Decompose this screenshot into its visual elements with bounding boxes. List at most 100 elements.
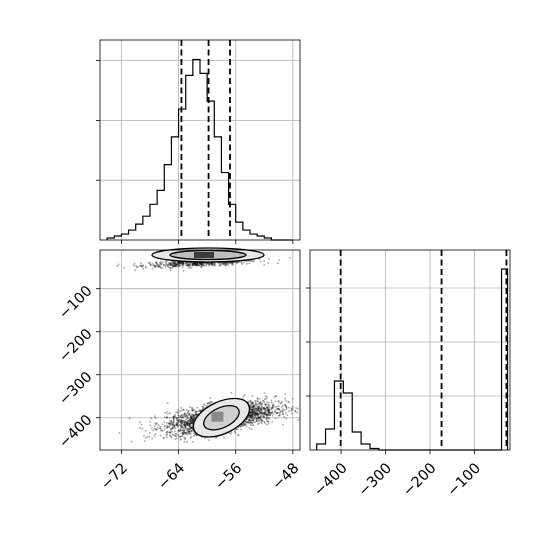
scatter-point (259, 407, 262, 410)
scatter-frame (99, 249, 301, 451)
scatter-point (176, 433, 178, 435)
scatter-point (250, 414, 253, 417)
scatter-point (190, 417, 193, 419)
scatter-point (253, 421, 255, 424)
scatter-point (250, 416, 252, 419)
scatter-point (260, 405, 263, 408)
scatter-point (155, 261, 158, 264)
scatter-point (285, 406, 287, 408)
scatter-point (271, 420, 274, 423)
scatter-point (172, 261, 174, 263)
scatter-point (195, 263, 197, 266)
scatter-point (187, 263, 189, 265)
scatter-point (176, 261, 179, 264)
scatter-point (179, 416, 182, 418)
scatter-point (259, 416, 261, 419)
scatter-point (180, 261, 183, 264)
scatter-point (156, 427, 159, 429)
scatter-point (251, 410, 253, 413)
scatter-point (279, 411, 282, 414)
scatter-point (178, 423, 181, 426)
scatter-point (149, 424, 152, 427)
scatter-point (180, 261, 183, 263)
scatter-point (169, 267, 172, 270)
scatter-point (173, 425, 176, 428)
scatter-point (196, 262, 198, 264)
scatter-point (180, 421, 182, 423)
scatter-point (191, 264, 193, 267)
scatter-point (270, 407, 273, 410)
scatter-point (194, 263, 196, 265)
scatter-point (172, 417, 175, 420)
scatter-point (169, 423, 172, 425)
scatter-point (190, 421, 193, 424)
scatter-point (255, 413, 257, 415)
scatter-point (196, 263, 198, 265)
scatter-point (262, 412, 265, 415)
scatter-point (256, 397, 259, 400)
scatter-point (263, 420, 266, 423)
scatter-point (251, 415, 253, 417)
scatter-point (280, 402, 283, 404)
scatter-point (185, 432, 188, 434)
scatter-point (203, 262, 206, 264)
scatter-point (175, 264, 178, 266)
scatter-point (255, 412, 258, 415)
scatter-point (248, 262, 251, 264)
scatter-point (177, 261, 179, 264)
scatter-point (249, 404, 252, 406)
scatter-point (251, 410, 254, 413)
scatter-point (271, 406, 274, 409)
scatter-point (247, 416, 250, 419)
scatter-point (196, 264, 198, 266)
scatter-point (228, 432, 231, 434)
scatter-point (253, 413, 256, 416)
scatter-point (254, 411, 257, 414)
scatter-point (275, 395, 278, 397)
scatter-point (263, 409, 265, 411)
scatter-point (247, 419, 250, 421)
scatter-point (285, 417, 288, 420)
scatter-point (252, 419, 254, 422)
scatter-point (179, 420, 182, 422)
scatter-point (173, 265, 176, 267)
y-tick-label: −300 (56, 369, 95, 408)
scatter-point (151, 267, 154, 270)
scatter-point (235, 261, 238, 263)
scatter-point (259, 410, 262, 412)
scatter-point (179, 438, 182, 441)
scatter-point (183, 430, 185, 432)
scatter-point (154, 265, 156, 268)
scatter-point (192, 263, 194, 265)
scatter-point (180, 261, 183, 264)
scatter-point (178, 430, 181, 433)
scatter-point (256, 414, 259, 416)
scatter-point (284, 404, 286, 406)
scatter-point (184, 423, 187, 426)
scatter-point (243, 423, 246, 426)
scatter-point (231, 262, 233, 265)
scatter-point (229, 262, 232, 264)
scatter-point (183, 438, 186, 440)
scatter-point (174, 264, 176, 267)
scatter-point (211, 401, 213, 403)
scatter-point (192, 409, 194, 412)
scatter-point (175, 421, 178, 424)
scatter-point (227, 262, 230, 264)
scatter-point (173, 425, 175, 427)
scatter-point (202, 264, 205, 267)
x-tick-label-scatter: −48 (270, 460, 303, 493)
scatter-point (242, 421, 245, 424)
scatter-point (209, 401, 212, 403)
scatter-point (268, 402, 270, 404)
scatter-point (177, 409, 179, 411)
scatter-point (189, 417, 191, 420)
scatter-point (209, 397, 212, 399)
scatter-point (204, 404, 206, 407)
scatter-point (169, 431, 172, 434)
scatter-point (168, 426, 171, 428)
scatter-point (254, 401, 257, 404)
scatter-point (251, 422, 253, 424)
scatter-point (177, 261, 180, 263)
scatter-point (191, 417, 193, 420)
